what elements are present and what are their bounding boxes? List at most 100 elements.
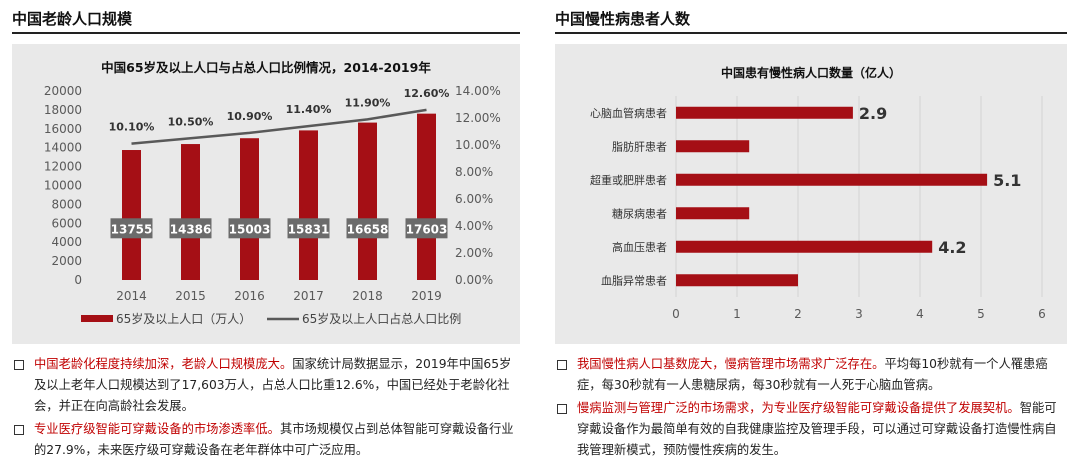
- right-axis-tick-label: 8.00%: [455, 165, 493, 179]
- bar-data-label: 15003: [229, 222, 271, 236]
- bullet-text: 智能可穿戴设备作为最简单有效的自我健康监控及管理手段，可以通过可穿戴设备打造慢性…: [577, 401, 1057, 457]
- left-axis-tick-label: 18000: [44, 103, 82, 117]
- left-axis-tick-label: 0: [74, 273, 82, 287]
- chart-title: 中国患有慢性病人口数量（亿人）: [721, 65, 901, 80]
- line-data-label: 10.10%: [109, 121, 155, 134]
- left-axis-tick-label: 10000: [44, 179, 82, 193]
- left-axis-tick-label: 16000: [44, 122, 82, 136]
- line-data-label: 12.60%: [404, 87, 450, 100]
- chart-title: 中国65岁及以上人口与占总人口比例情况，2014-2019年: [101, 60, 431, 75]
- right-axis-tick-label: 12.00%: [455, 111, 501, 125]
- left-axis-tick-label: 20000: [44, 84, 82, 98]
- bar-data-label: 14386: [170, 222, 212, 236]
- category-label: 血脂异常患者: [601, 273, 667, 287]
- line-data-label: 11.40%: [286, 103, 332, 116]
- right-axis-tick-label: 4.00%: [455, 219, 493, 233]
- right-axis-tick-label: 14.00%: [455, 84, 501, 98]
- list-item: 我国慢性病人口基数庞大，慢病管理市场需求广泛存在。平均每10秒就有一个人罹患癌症…: [555, 354, 1067, 396]
- right-axis-tick-label: 10.00%: [455, 138, 501, 152]
- line-data-label: 10.90%: [227, 110, 273, 123]
- section-divider: [12, 32, 520, 34]
- bar-data-label: 16658: [347, 222, 389, 236]
- section-title: 中国慢性病患者人数: [555, 10, 691, 28]
- line-data-label: 11.90%: [345, 96, 391, 109]
- bar-patients: [676, 106, 853, 119]
- bar-data-label: 15831: [288, 222, 330, 236]
- section-divider: [555, 32, 1067, 34]
- left-bullet-list: 中国老龄化程度持续加深，老龄人口规模庞大。国家统计局数据显示，2019年中国65…: [12, 354, 520, 461]
- list-item: 慢病监测与管理广泛的市场需求，为专业医疗级智能可穿戴设备提供了发展契机。智能可穿…: [555, 398, 1067, 461]
- bar-population: [122, 150, 141, 280]
- x-axis-tick-label: 1: [733, 307, 741, 321]
- bar-patients: [676, 140, 750, 153]
- data-label-background: [405, 218, 448, 239]
- bullet-highlight: 专业医疗级智能可穿戴设备的市场渗透率低。: [34, 422, 280, 436]
- checkbox-bullet-icon: [14, 360, 24, 370]
- bar-data-label: 13755: [111, 222, 153, 236]
- checkbox-bullet-icon: [557, 360, 567, 370]
- bar-patients: [676, 173, 988, 186]
- right-axis-tick-label: 2.00%: [455, 246, 493, 260]
- category-label: 糖尿病患者: [612, 206, 667, 220]
- category-label: 高血压患者: [612, 240, 667, 254]
- left-axis-tick-label: 4000: [51, 235, 82, 249]
- bar-data-label: 5.1: [993, 171, 1021, 190]
- category-label: 超重或肥胖患者: [590, 173, 667, 187]
- data-label-background: [110, 218, 153, 239]
- list-item: 专业医疗级智能可穿戴设备的市场渗透率低。其市场规模仅占到总体智能可穿戴设备行业的…: [12, 419, 520, 461]
- data-label-background: [346, 218, 389, 239]
- legend-bar-swatch: [81, 315, 113, 322]
- bullet-text: 平均每10秒就有一个人罹患癌症，每30秒就有一人患糖尿病，每30秒就有一人死于心…: [577, 357, 1048, 392]
- left-axis-tick-label: 12000: [44, 160, 82, 174]
- bar-population: [181, 144, 200, 280]
- section-title: 中国老龄人口规模: [12, 10, 133, 28]
- right-axis-tick-label: 0.00%: [455, 273, 493, 287]
- x-axis-tick-label: 6: [1038, 307, 1046, 321]
- data-label-background: [287, 218, 330, 239]
- data-label-background: [228, 218, 271, 239]
- category-label: 脂肪肝患者: [612, 139, 667, 153]
- x-axis-tick-label: 0: [672, 307, 680, 321]
- bar-patients: [676, 274, 798, 287]
- data-label-background: [169, 218, 212, 239]
- left-axis-tick-label: 8000: [51, 197, 82, 211]
- chronic-disease-chart: 中国患有慢性病人口数量（亿人） 0 1 2 3 4 5 6 心脑血管病患者 2.9 脂肪肝患者超重或…: [590, 65, 1046, 321]
- x-axis-tick-label: 5: [977, 307, 985, 321]
- x-axis-tick-label: 2014: [116, 289, 147, 303]
- elderly-population-chart-area: 中国65岁及以上人口与占总人口比例情况，2014-2019年 0 2000 4000 6…: [12, 44, 520, 344]
- right-axis-tick-label: 6.00%: [455, 192, 493, 206]
- left-axis-tick-label: 6000: [51, 216, 82, 230]
- bullet-highlight: 中国老龄化程度持续加深，老龄人口规模庞大。: [34, 357, 293, 371]
- x-axis-tick-label: 2016: [234, 289, 265, 303]
- bar-data-label: 4.2: [938, 238, 966, 257]
- bar-population: [240, 138, 259, 280]
- bar-population: [417, 113, 436, 281]
- chronic-disease-chart-area: 中国患有慢性病人口数量（亿人） 0 1 2 3 4 5 6 心脑血管病患者 2.9 脂肪肝患者超重或…: [555, 44, 1067, 344]
- checkbox-bullet-icon: [557, 404, 567, 414]
- x-axis-tick-label: 2015: [175, 289, 206, 303]
- bullet-highlight: 我国慢性病人口基数庞大，慢病管理市场需求广泛存在。: [577, 357, 885, 371]
- x-axis-tick-label: 2018: [352, 289, 383, 303]
- bar-population: [299, 130, 318, 280]
- ratio-line: [131, 108, 427, 145]
- legend-line-label: 65岁及以上人口占总人口比例: [302, 311, 461, 326]
- bar-data-label: 17603: [406, 222, 448, 236]
- x-axis-tick-label: 2017: [293, 289, 324, 303]
- bullet-highlight: 慢病监测与管理广泛的市场需求，为专业医疗级智能可穿戴设备提供了发展契机。: [577, 401, 1020, 415]
- bar-patients: [676, 207, 750, 220]
- x-axis-tick-label: 2: [794, 307, 802, 321]
- elderly-population-chart: 中国65岁及以上人口与占总人口比例情况，2014-2019年 0 2000 4000 6…: [44, 60, 501, 326]
- x-axis-tick-label: 4: [916, 307, 924, 321]
- bar-data-label: 2.9: [859, 104, 887, 123]
- bar-population: [358, 122, 377, 280]
- line-data-label: 10.50%: [168, 115, 214, 128]
- bar-patients: [676, 240, 933, 253]
- category-label: 心脑血管病患者: [590, 106, 667, 120]
- x-axis-tick-label: 3: [855, 307, 863, 321]
- bullet-text: 其市场规模仅占到总体智能可穿戴设备行业的27.9%，未来医疗级可穿戴设备在老年群…: [34, 422, 514, 457]
- list-item: 中国老龄化程度持续加深，老龄人口规模庞大。国家统计局数据显示，2019年中国65…: [12, 354, 520, 417]
- right-bullet-list: 我国慢性病人口基数庞大，慢病管理市场需求广泛存在。平均每10秒就有一个人罹患癌症…: [555, 354, 1067, 461]
- checkbox-bullet-icon: [14, 425, 24, 435]
- left-axis-tick-label: 2000: [51, 254, 82, 268]
- x-axis-tick-label: 2019: [411, 289, 442, 303]
